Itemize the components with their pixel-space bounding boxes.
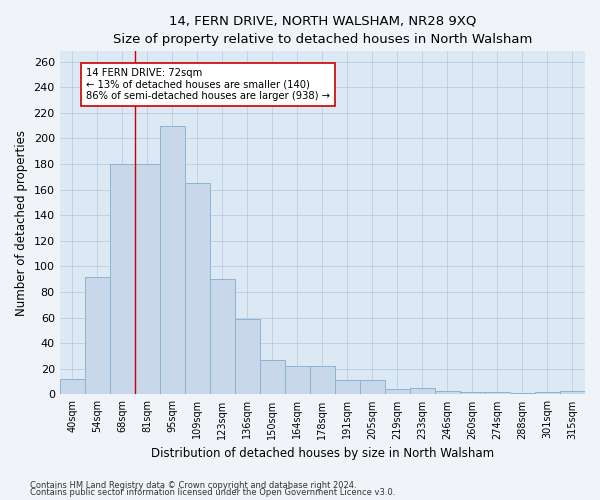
Text: Contains HM Land Registry data © Crown copyright and database right 2024.: Contains HM Land Registry data © Crown c…	[30, 480, 356, 490]
Text: 14 FERN DRIVE: 72sqm
← 13% of detached houses are smaller (140)
86% of semi-deta: 14 FERN DRIVE: 72sqm ← 13% of detached h…	[86, 68, 330, 101]
Bar	[435, 390, 460, 394]
Y-axis label: Number of detached properties: Number of detached properties	[15, 130, 28, 316]
Bar	[260, 360, 285, 394]
Bar	[185, 183, 210, 394]
Bar	[135, 164, 160, 394]
Bar	[110, 164, 135, 394]
Bar	[85, 276, 110, 394]
Bar	[410, 388, 435, 394]
Bar	[235, 319, 260, 394]
Bar	[285, 366, 310, 394]
Bar	[360, 380, 385, 394]
Bar	[460, 392, 485, 394]
Title: 14, FERN DRIVE, NORTH WALSHAM, NR28 9XQ
Size of property relative to detached ho: 14, FERN DRIVE, NORTH WALSHAM, NR28 9XQ …	[113, 15, 532, 46]
Bar	[59, 379, 85, 394]
Bar	[510, 393, 535, 394]
Bar	[335, 380, 360, 394]
Bar	[310, 366, 335, 394]
Bar	[485, 392, 510, 394]
Bar	[385, 390, 410, 394]
Text: Contains public sector information licensed under the Open Government Licence v3: Contains public sector information licen…	[30, 488, 395, 497]
X-axis label: Distribution of detached houses by size in North Walsham: Distribution of detached houses by size …	[151, 447, 494, 460]
Bar	[160, 126, 185, 394]
Bar	[560, 390, 585, 394]
Bar	[535, 392, 560, 394]
Bar	[210, 279, 235, 394]
